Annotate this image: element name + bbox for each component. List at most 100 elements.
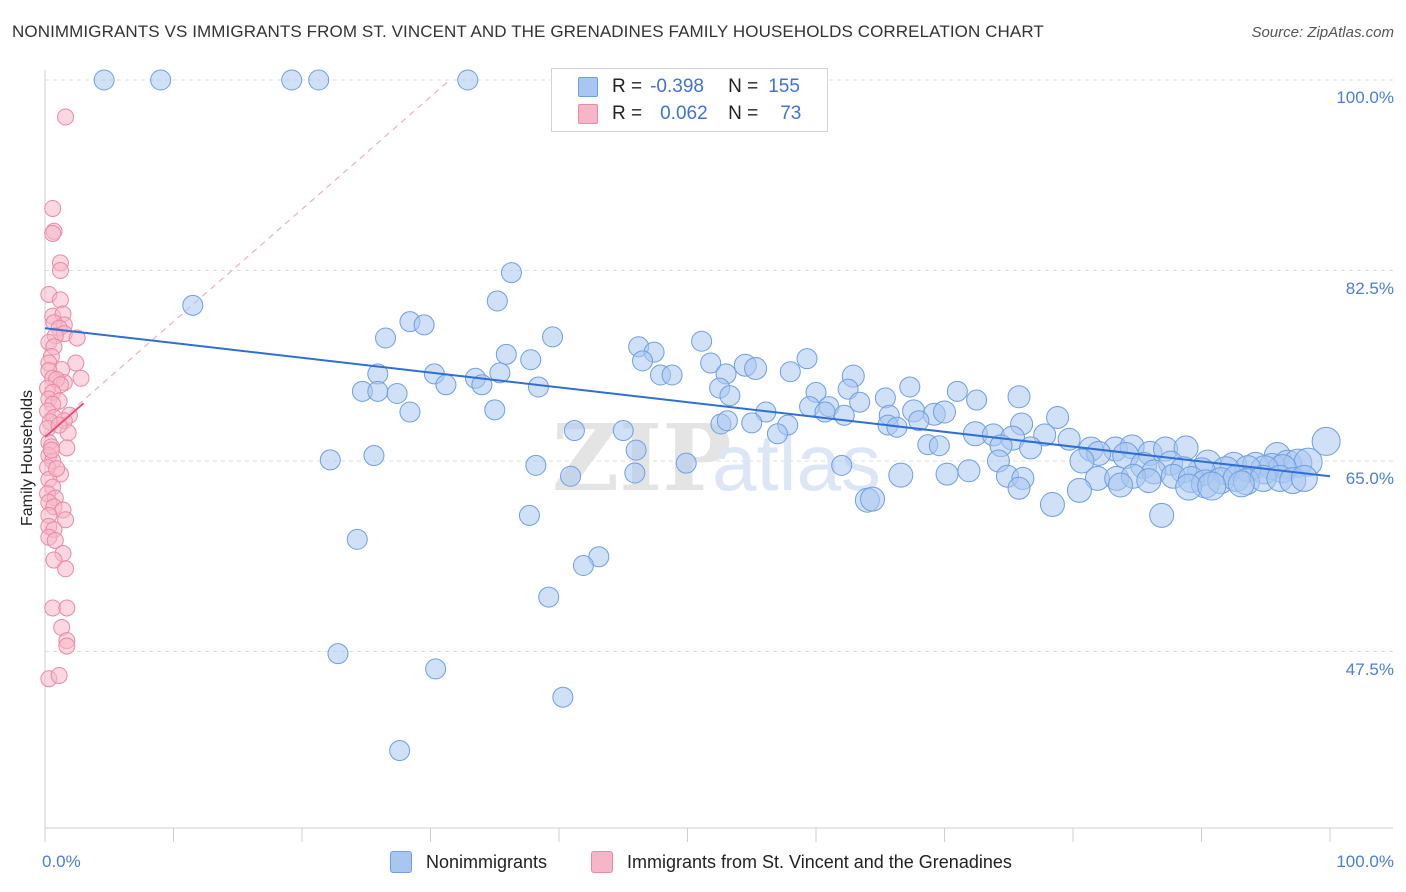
blue-point [946, 380, 968, 402]
y-tick-label: 65.0% [1345, 469, 1394, 488]
blue-point [833, 404, 855, 426]
legend-r-value: -0.398 [650, 76, 704, 97]
pink-point [45, 551, 63, 569]
legend-r-label: R = [612, 76, 643, 97]
pink-point [44, 599, 62, 617]
blue-point [150, 69, 172, 91]
pink-point [68, 329, 86, 347]
blue-point [308, 69, 330, 91]
blue-point [538, 586, 560, 608]
blue-point [744, 356, 768, 380]
x-tick-label-min: 0.0% [42, 852, 81, 871]
pink-point [44, 224, 62, 242]
blue-point [500, 262, 522, 284]
blue-point [518, 504, 540, 526]
blue-point [1007, 476, 1031, 500]
blue-point [1149, 502, 1175, 528]
blue-point [1227, 470, 1255, 498]
legend-row-nonimmigrants: R = -0.398 N = 155 [578, 75, 800, 99]
legend-r-value: 0.062 [660, 103, 708, 124]
legend-n-value: 155 [768, 76, 800, 97]
blue-point [691, 330, 713, 352]
blue-point [525, 454, 547, 476]
blue-point [486, 290, 508, 312]
legend-item-nonimmigrants: Nonimmigrants [390, 851, 547, 873]
blue-point [1108, 472, 1134, 498]
blue-point [520, 349, 542, 371]
blue-point [327, 643, 349, 665]
pink-point [46, 531, 64, 549]
blue-point [716, 410, 738, 432]
blue-trend-line [44, 327, 1331, 478]
legend-swatch-pink [578, 104, 598, 124]
blue-point [363, 445, 385, 467]
blue-point [560, 465, 582, 487]
blue-point [796, 348, 818, 370]
watermark-atlas: atlas [712, 418, 881, 507]
blue-point [1007, 385, 1031, 409]
blue-point [495, 343, 517, 365]
blue-point [399, 401, 421, 423]
legend-swatch-blue [390, 851, 412, 873]
pink-point [48, 460, 66, 478]
pink-point [58, 439, 76, 457]
blue-point [435, 374, 457, 396]
pink-point [51, 262, 69, 279]
pink-point [42, 441, 60, 459]
blue-point [1039, 492, 1065, 518]
blue-point [563, 420, 585, 442]
legend-label-nonimmigrants: Nonimmigrants [426, 851, 548, 872]
blue-point [375, 327, 397, 349]
chart-title: NONIMMIGRANTS VS IMMIGRANTS FROM ST. VIN… [12, 22, 1044, 41]
blue-point [935, 462, 959, 486]
pink-point [57, 511, 75, 529]
legend-n-label: N = [728, 103, 759, 124]
blue-point [367, 380, 389, 402]
legend-n-label: N = [728, 76, 759, 97]
blue-point [1290, 464, 1318, 492]
pink-point [44, 199, 62, 217]
pink-point [58, 637, 76, 655]
blue-point [719, 385, 741, 407]
blue-point [346, 528, 368, 550]
blue-point [700, 352, 722, 374]
blue-point [632, 350, 654, 372]
blue-point [425, 658, 447, 680]
blue-point [1136, 468, 1162, 494]
blue-point [899, 376, 921, 398]
blue-point [624, 462, 646, 484]
blue-point [389, 740, 411, 762]
diagonal-reference-line [44, 79, 451, 435]
pink-point [57, 108, 75, 126]
stats-legend: R = -0.398 N = 155 R = 0.062 N = 73 [551, 68, 828, 132]
blue-point [966, 389, 988, 411]
blue-point [1069, 448, 1095, 474]
blue-point [874, 387, 896, 409]
blue-point [527, 376, 549, 398]
blue-point [457, 69, 479, 91]
blue-point [572, 555, 594, 577]
y-axis-label: Family Households [19, 389, 36, 527]
pink-point [67, 354, 85, 372]
blue-point [552, 686, 574, 708]
y-tick-label: 82.5% [1345, 278, 1394, 298]
pink-point [57, 560, 75, 578]
blue-point [386, 383, 408, 405]
blue-point [933, 400, 956, 424]
blue-point [957, 459, 981, 483]
pink-trend-line [44, 402, 85, 438]
legend-item-immigrants: Immigrants from St. Vincent and the Gren… [591, 851, 1012, 873]
blue-point [484, 399, 506, 421]
pink-point [50, 666, 68, 684]
blue-point [888, 462, 914, 488]
pink-point [51, 291, 69, 309]
blue-point [182, 294, 204, 316]
blue-point [625, 439, 647, 461]
blue-point [1311, 426, 1341, 456]
blue-point [849, 391, 871, 413]
blue-point [831, 454, 853, 476]
legend-n-value: 73 [780, 103, 802, 124]
blue-point [281, 69, 303, 91]
pink-point [58, 599, 76, 617]
